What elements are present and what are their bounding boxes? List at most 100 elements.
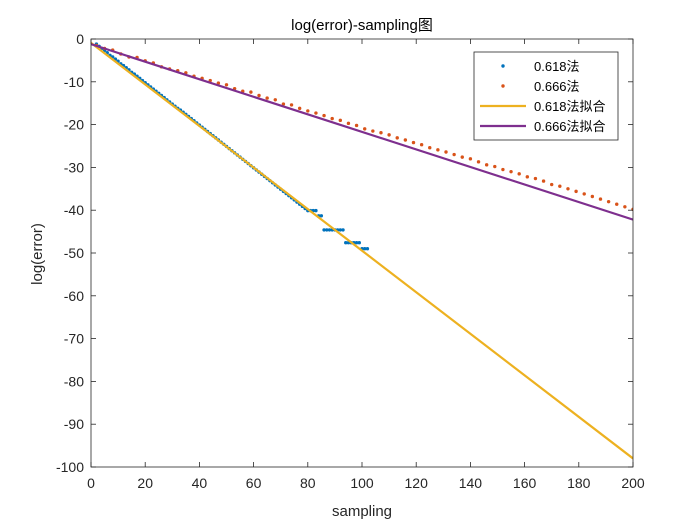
fit-line-2 (91, 41, 633, 460)
legend-swatch-marker (501, 84, 505, 88)
y-tick-label: -40 (64, 202, 84, 218)
data-point (363, 127, 367, 131)
data-point (338, 118, 343, 123)
y-tick-label: -20 (64, 117, 84, 133)
x-tick-label: 140 (459, 475, 483, 491)
data-point (484, 163, 489, 167)
data-point (344, 241, 348, 245)
data-point (606, 199, 611, 204)
data-point (289, 103, 294, 107)
legend-entry: 0.618法 (501, 59, 580, 74)
x-tick-label: 120 (405, 475, 429, 491)
y-tick-label: -90 (64, 416, 84, 432)
data-point (501, 167, 505, 172)
data-point (403, 138, 408, 142)
data-point (598, 197, 603, 201)
data-point (558, 184, 562, 188)
data-point (216, 81, 221, 85)
data-point (265, 96, 269, 100)
data-point (325, 228, 329, 232)
legend: 0.618法 0.666法 0.618法拟合 0.666法拟合 (473, 51, 619, 141)
series-3 (91, 43, 633, 221)
axes-layer: 0 20 40 60 80 100 120 140 160 180 200 0 -10 -20 -30 -40… (56, 31, 645, 491)
data-point (395, 136, 399, 140)
data-point (550, 182, 554, 187)
data-point (322, 113, 326, 118)
legend-swatch-marker (501, 64, 505, 68)
data-point (493, 164, 497, 169)
x-tick-label: 80 (300, 475, 316, 491)
data-point (330, 116, 334, 121)
x-tick-label: 200 (621, 475, 645, 491)
data-point (365, 247, 370, 251)
legend-entry: 0.666法 (501, 79, 580, 94)
data-point (346, 121, 351, 126)
data-point (273, 98, 277, 102)
fit-line-3 (91, 43, 633, 221)
x-axis-label: sampling (332, 503, 392, 520)
data-point (306, 109, 310, 113)
data-point (541, 179, 546, 183)
data-point (281, 102, 286, 106)
x-tick-label: 100 (350, 475, 374, 491)
x-tick-label: 20 (137, 475, 153, 491)
legend-entry: 0.618法拟合 (480, 99, 606, 114)
chart-title: log(error)-sampling图 (291, 17, 433, 34)
data-point (341, 228, 345, 232)
data-point (590, 194, 595, 199)
data-point (354, 241, 359, 245)
data-point (460, 155, 464, 159)
y-tick-label: -30 (64, 159, 84, 175)
data-point (436, 148, 440, 152)
y-tick-label: -80 (64, 373, 84, 389)
data-point (533, 176, 538, 181)
data-point (354, 123, 359, 128)
data-point (525, 175, 530, 179)
y-tick-label: -60 (64, 288, 84, 304)
x-tick-label: 180 (567, 475, 591, 491)
data-point (327, 228, 332, 232)
data-point (314, 111, 318, 115)
x-tick-label: 160 (513, 475, 537, 491)
data-point (363, 247, 367, 251)
data-point (419, 143, 424, 147)
data-point (476, 160, 481, 164)
y-tick-label: -10 (64, 74, 84, 90)
data-point (509, 169, 513, 174)
x-tick-label: 40 (192, 475, 208, 491)
series-clip-group (91, 41, 633, 460)
legend-label: 0.618法 (534, 59, 580, 74)
data-point (615, 202, 619, 206)
data-point (257, 93, 261, 98)
data-point (371, 129, 375, 133)
data-point (249, 90, 253, 94)
data-point (314, 208, 318, 213)
y-tick-label: -70 (64, 331, 84, 347)
legend-label: 0.666法拟合 (534, 119, 606, 134)
data-point (297, 106, 302, 111)
y-tick-label: -50 (64, 245, 84, 261)
legend-label: 0.618法拟合 (534, 99, 606, 114)
data-point (428, 146, 432, 150)
y-axis-label: log(error) (29, 223, 46, 285)
y-tick-label: -100 (56, 459, 84, 475)
data-point (517, 172, 521, 176)
data-point (338, 228, 343, 232)
series-layer (91, 41, 633, 460)
data-point (468, 157, 473, 161)
data-point (623, 205, 627, 209)
data-point (387, 133, 391, 137)
data-point (357, 241, 361, 245)
data-point (319, 214, 324, 218)
y-tick-label: 0 (76, 31, 84, 47)
data-point (452, 152, 456, 157)
data-point (582, 192, 586, 196)
data-point (224, 83, 229, 87)
data-point (574, 189, 578, 194)
x-tick-label: 0 (87, 475, 95, 491)
data-point (566, 187, 570, 191)
data-point (444, 150, 448, 154)
x-tick-label: 60 (246, 475, 262, 491)
legend-entry: 0.666法拟合 (480, 119, 606, 134)
